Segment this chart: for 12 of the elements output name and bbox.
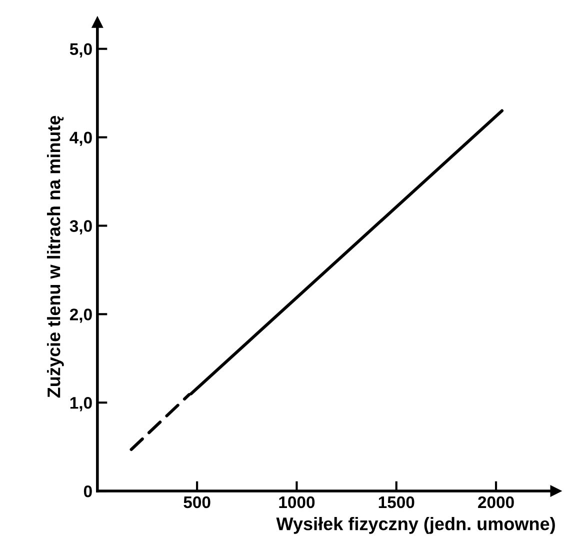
x-tick-label: 1500 [378,496,414,508]
x-axis-title: Wysiłek fizyczny (jedn. umowne) [276,516,555,534]
x-tick-label: 1000 [279,496,315,508]
x-tick-label: 500 [184,496,210,508]
y-tick-label: 5,0 [70,43,92,58]
y-tick-label: 1,0 [70,397,92,412]
y-tick-label: 4,0 [70,132,92,146]
y-axis-title: Zużycie tlenu w litrach na minutę [46,116,64,398]
x-tick-label: 2000 [478,496,514,508]
y-tick-label: 3,0 [70,220,92,234]
y-tick-label: 2,0 [70,308,92,323]
y-tick-label: 0 [84,485,92,498]
